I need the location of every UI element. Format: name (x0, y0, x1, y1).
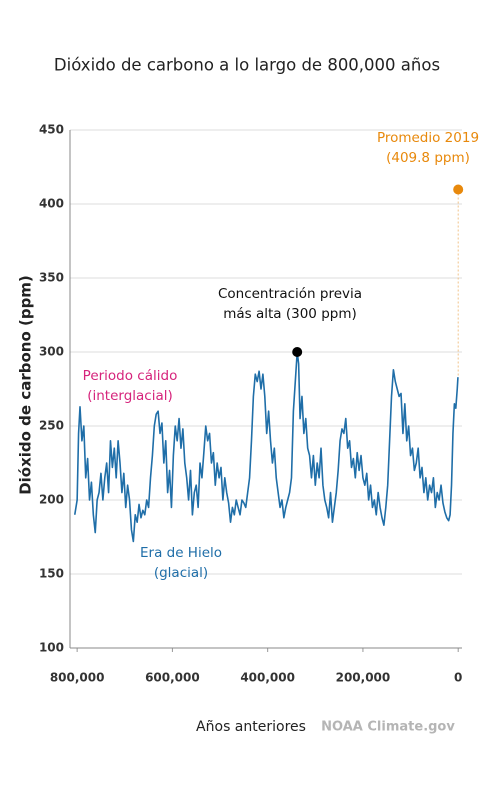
annotation: Periodo cálido (83, 368, 178, 384)
highlight-point (292, 347, 303, 357)
x-tick-label: 800,000 (50, 671, 105, 685)
data-line (73, 351, 459, 543)
x-axis-label: Años anteriores (196, 719, 306, 735)
y-tick-label: 350 (39, 271, 64, 285)
annotation: (interglacial) (87, 388, 173, 404)
y-tick-label: 150 (39, 567, 64, 581)
annotation: (glacial) (154, 565, 208, 581)
point-label: Promedio 2019 (377, 130, 479, 146)
y-tick-label: 250 (39, 419, 64, 433)
chart-title: Dióxido de carbono a lo largo de 800,000… (54, 56, 440, 75)
y-tick-label: 200 (39, 493, 64, 507)
x-tick-label: 0 (454, 671, 462, 685)
highlight-point (453, 184, 464, 195)
x-tick-label: 600,000 (145, 671, 200, 685)
y-tick-label: 400 (39, 197, 64, 211)
annotation: Era de Hielo (140, 545, 222, 561)
x-tick-label: 400,000 (240, 671, 295, 685)
y-tick-label: 450 (39, 123, 64, 137)
y-axis-label: Dióxido de carbono (ppm) (17, 275, 35, 495)
y-tick-label: 100 (39, 641, 64, 655)
x-tick-label: 200,000 (336, 671, 391, 685)
point-label: más alta (300 ppm) (223, 306, 357, 322)
point-label: (409.8 ppm) (386, 150, 470, 166)
y-tick-label: 300 (39, 345, 64, 359)
source: NOAA Climate.gov (321, 720, 455, 735)
point-label: Concentración previa (218, 286, 362, 302)
